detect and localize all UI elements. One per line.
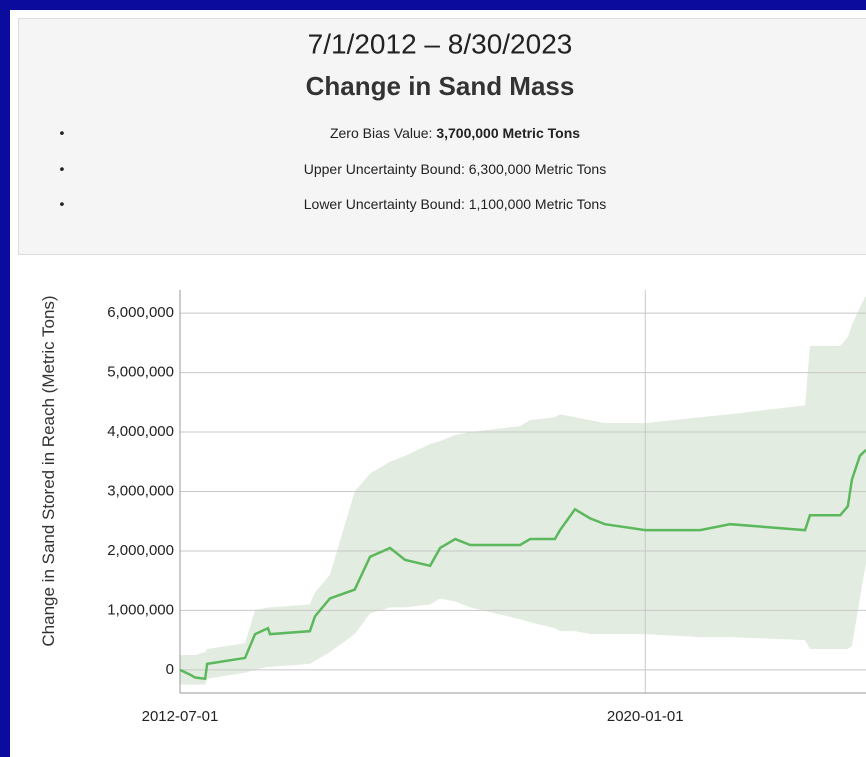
bullet-dot: • [60,125,65,141]
y-tick-label: 4,000,000 [107,423,174,440]
x-tick-label: 2020-01-01 [607,708,684,725]
title: 7/1/2012 – 8/30/2023 [308,28,573,59]
x-tick-label: 2012-07-01 [142,708,219,725]
bullet-dot: • [60,196,65,212]
header-box [18,18,866,255]
uncertainty-band [180,295,866,685]
bullet-text: Zero Bias Value: 3,700,000 Metric Tons [330,125,580,141]
y-tick-label: 6,000,000 [107,304,174,321]
bullet-value: 3,700,000 Metric Tons [436,125,580,141]
bullet-label: Zero Bias Value: [330,125,432,141]
y-tick-label: 3,000,000 [107,482,174,499]
bullet-dot: • [60,161,65,177]
subtitle: Change in Sand Mass [306,71,575,101]
y-tick-label: 2,000,000 [107,542,174,559]
y-tick-label: 5,000,000 [107,364,174,381]
y-tick-label: 0 [166,661,174,678]
y-tick-label: 1,000,000 [107,601,174,618]
bullet-label: Lower Uncertainty Bound: 1,100,000 Metri… [304,196,606,212]
bullet-text: Lower Uncertainty Bound: 1,100,000 Metri… [304,196,606,212]
y-axis-label: Change in Sand Stored in Reach (Metric T… [39,295,58,647]
bullet-label: Upper Uncertainty Bound: 6,300,000 Metri… [304,161,606,177]
data-line [179,448,866,681]
bullet-text: Upper Uncertainty Bound: 6,300,000 Metri… [304,161,606,177]
